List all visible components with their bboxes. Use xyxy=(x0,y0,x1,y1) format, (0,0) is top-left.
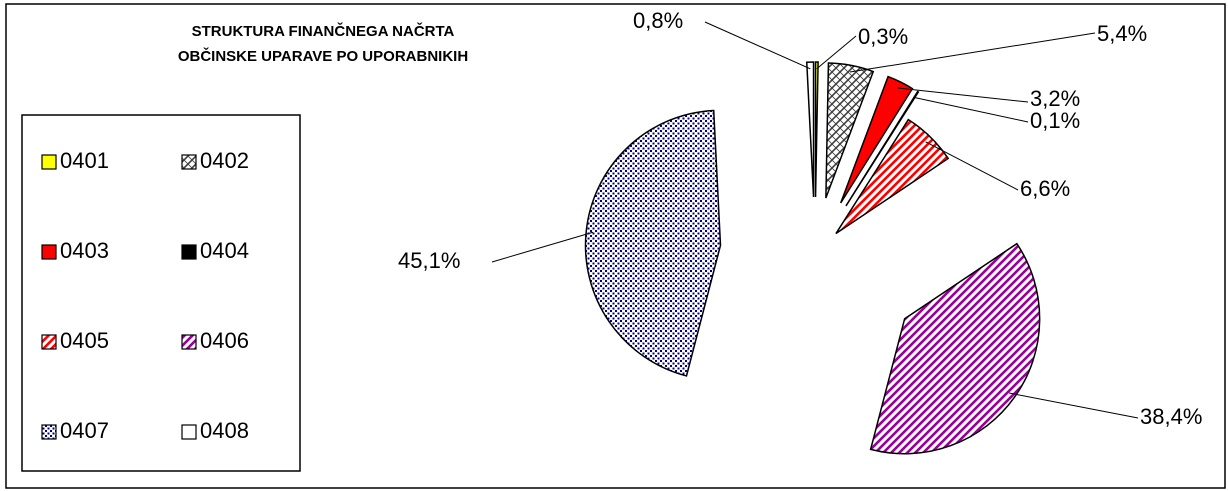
pie-slice xyxy=(840,75,914,204)
legend-swatch xyxy=(41,244,57,260)
legend-swatch xyxy=(181,154,197,170)
chart-title: STRUKTURA FINANČNEGA NAČRTA xyxy=(192,22,455,40)
legend-label: 0405 xyxy=(60,328,109,353)
leader-line xyxy=(704,21,811,70)
data-label: 0,1% xyxy=(1030,108,1080,133)
legend-label: 0406 xyxy=(200,328,249,353)
legend-label: 0404 xyxy=(200,238,249,263)
data-label: 38,4% xyxy=(1140,404,1202,429)
pie-slice xyxy=(825,62,875,199)
legend-swatch xyxy=(41,334,57,350)
legend-box xyxy=(21,114,301,472)
leader-line xyxy=(849,32,1096,73)
pie-slice xyxy=(814,61,819,198)
legend-swatch xyxy=(41,154,57,170)
data-label: 0,3% xyxy=(858,24,908,49)
pie-slice xyxy=(835,118,950,235)
leader-line xyxy=(1009,392,1139,419)
leader-line xyxy=(491,231,594,263)
legend-swatch xyxy=(181,244,197,260)
pie-slice xyxy=(584,109,722,377)
chart-title: OBČINSKE UPARAVE PO UPORABNIKIH xyxy=(178,47,468,65)
leader-line xyxy=(925,141,1019,191)
data-label: 6,6% xyxy=(1020,176,1070,201)
legend-swatch xyxy=(181,424,197,440)
legend-label: 0402 xyxy=(200,148,249,173)
legend-label: 0408 xyxy=(200,418,249,443)
legend-label: 0401 xyxy=(60,148,109,173)
data-label: 3,2% xyxy=(1030,86,1080,111)
legend-label: 0403 xyxy=(60,238,109,263)
chart-frame xyxy=(5,3,1226,489)
data-label: 0,8% xyxy=(633,8,683,33)
leader-line xyxy=(816,35,857,70)
pie-slice xyxy=(869,242,1041,455)
leader-line xyxy=(914,96,1029,123)
pie-slice xyxy=(845,90,920,207)
legend-swatch xyxy=(181,334,197,350)
pie-slice xyxy=(805,61,815,198)
leader-line xyxy=(897,87,1029,103)
data-label: 45,1% xyxy=(398,248,460,273)
legend-label: 0407 xyxy=(60,418,109,443)
legend-swatch xyxy=(41,424,57,440)
data-label: 5,4% xyxy=(1097,21,1147,46)
